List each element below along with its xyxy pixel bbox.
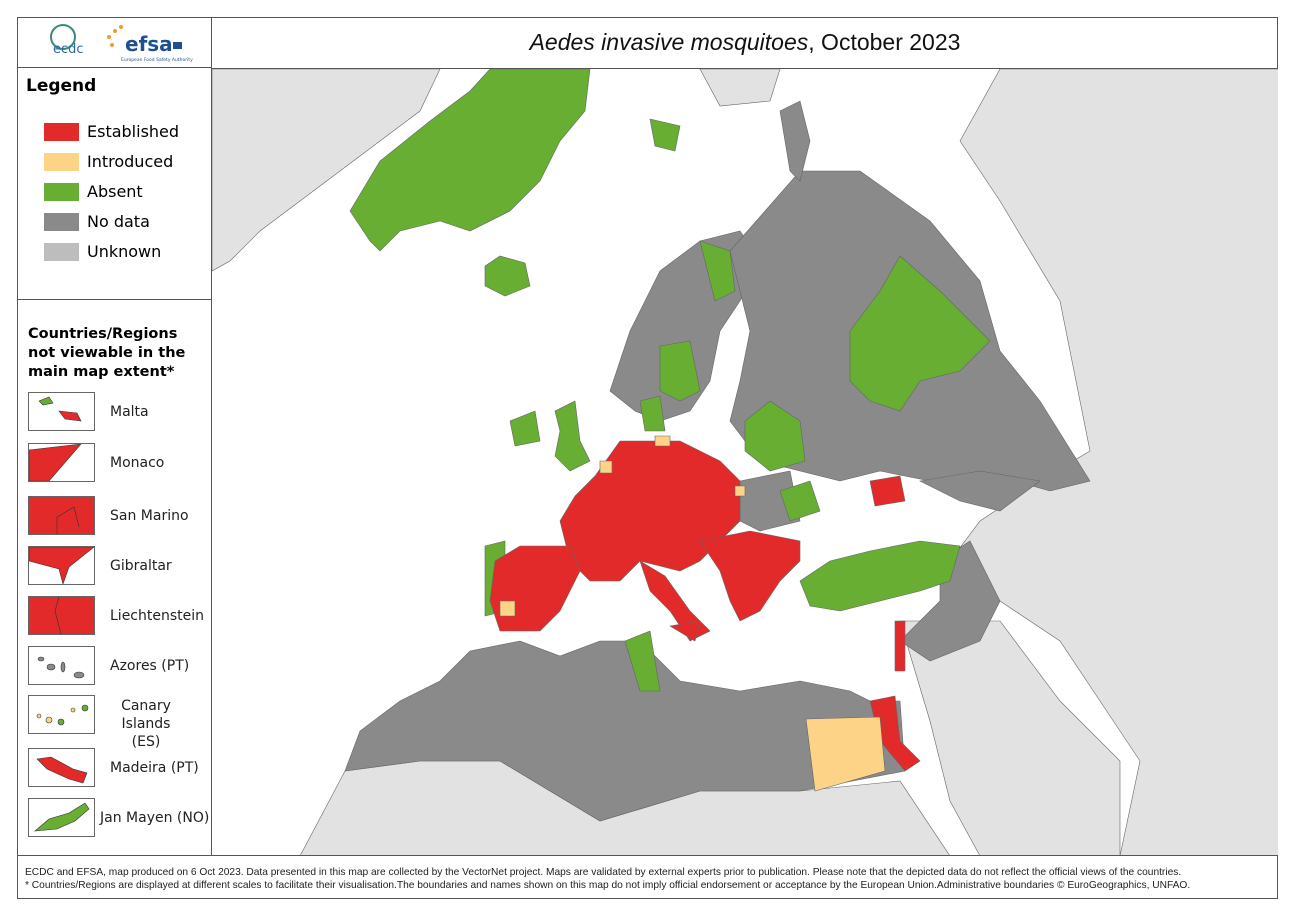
efsa-stars: [107, 25, 123, 47]
inset-label: Azores (PT): [110, 658, 190, 674]
divider: [17, 299, 211, 300]
ecdc-globe: [50, 24, 76, 50]
inset-box: [28, 443, 95, 482]
inset-label: San Marino: [110, 508, 189, 524]
inset-label: Liechtenstein: [110, 608, 205, 624]
side-panel: Legend Established Introduced Absent No dat…: [17, 17, 212, 855]
legend-label: No data: [87, 212, 150, 231]
logo-graphics: ecdc efsa European Food Safety Authority: [50, 24, 193, 63]
footer-line: * Countries/Regions are displayed at dif…: [25, 880, 1191, 891]
eu-flag: [173, 42, 182, 49]
inset-box: [28, 392, 95, 431]
title-date: , October 2023: [808, 29, 961, 55]
legend-swatch: [44, 183, 79, 201]
inset-label: Gibraltar: [110, 558, 172, 574]
legend-item: Introduced: [44, 153, 173, 171]
inset-box: [28, 596, 95, 635]
established-regions: [489, 440, 921, 772]
legend-swatch: [44, 213, 79, 231]
inset-label: Jan Mayen (NO): [100, 810, 210, 826]
legend-item: Unknown: [44, 243, 161, 261]
inset-box: [28, 546, 95, 586]
inset-box: [28, 646, 95, 685]
inset-box: [28, 748, 95, 787]
legend-label: Absent: [87, 182, 143, 201]
map: [211, 68, 1280, 857]
legend-title: Legend: [26, 76, 97, 96]
legend-item: No data: [44, 213, 150, 231]
inset-box: [28, 496, 95, 535]
efsa-subtitle: European Food Safety Authority: [121, 57, 193, 63]
legend-item: Established: [44, 123, 179, 141]
introduced-regions: [499, 435, 886, 792]
inset-label: Monaco: [110, 455, 165, 471]
legend-label: Unknown: [87, 242, 162, 261]
inset-label: Madeira (PT): [110, 760, 199, 776]
ecdc-logo: ecdc: [53, 42, 84, 57]
logos: ecdc efsa European Food Safety Authority: [17, 17, 212, 68]
footer-line: ECDC and EFSA, map produced on 6 Oct 202…: [25, 867, 1182, 878]
legend-swatch: [44, 153, 79, 171]
legend-label: Established: [87, 122, 180, 141]
title-species: Aedes invasive mosquitoes: [529, 29, 809, 55]
inset-box: [28, 695, 95, 734]
footer: ECDC and EFSA, map produced on 6 Oct 202…: [17, 855, 1278, 899]
title: Aedes invasive mosquitoes, October 2023: [212, 17, 1278, 68]
legend-label: Introduced: [87, 152, 174, 171]
legend-swatch: [44, 123, 79, 141]
map-svg: [211, 68, 1280, 857]
inset-box: [28, 798, 95, 837]
insets-title: Countries/Regions not viewable in the ma…: [28, 326, 186, 380]
legend-swatch: [44, 243, 79, 261]
inset-label: Malta: [110, 404, 149, 420]
absent-regions: [349, 68, 991, 692]
legend-item: Absent: [44, 183, 143, 201]
efsa-logo: efsa: [125, 32, 173, 56]
inset-label: Canary Islands (ES): [121, 698, 171, 750]
